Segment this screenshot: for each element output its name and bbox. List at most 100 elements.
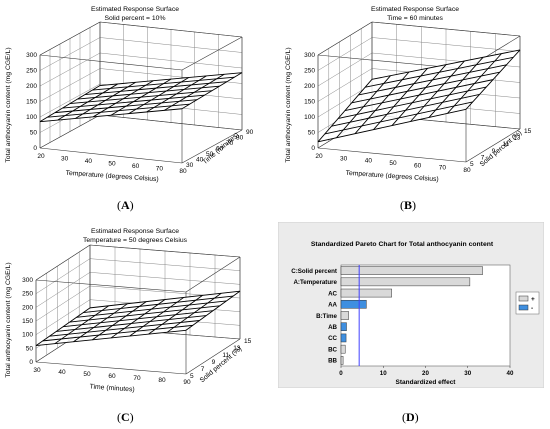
legend-label: +	[531, 296, 535, 303]
box-edge	[317, 147, 467, 163]
x-tick-label: 60	[108, 373, 116, 380]
z-tick-label: 200	[22, 304, 33, 311]
x-axis-label: Temperature (degrees Celsius)	[345, 170, 439, 183]
caption-c: (C)	[117, 410, 134, 424]
y-tick-label: 50	[206, 151, 214, 158]
surface-mesh-line	[77, 85, 220, 100]
z-tick-label: 50	[308, 130, 316, 137]
box-edge	[99, 114, 243, 131]
category-label: CC	[328, 335, 337, 342]
y-tick-label: 70	[226, 140, 234, 147]
x-tick-label: 50	[389, 160, 397, 167]
left-wall-gridline	[317, 37, 373, 71]
box-edge	[465, 128, 521, 163]
surface-mesh-line	[69, 305, 220, 323]
x-axis-label: Time (minutes)	[89, 383, 134, 393]
y-tick-label: 11	[222, 352, 229, 359]
chart-title: Estimated Response Surface	[91, 228, 179, 235]
surface-mesh-line	[164, 73, 225, 111]
x-tick-label: 70	[156, 166, 164, 173]
box-edge	[35, 244, 91, 281]
surface-mesh-line	[447, 53, 502, 114]
category-label: AB	[328, 324, 337, 331]
surface-mesh-line	[89, 290, 241, 309]
x-tick-label: 20	[422, 370, 429, 377]
surface-mesh-line	[62, 310, 214, 328]
pareto-bar	[340, 322, 347, 332]
category-label: C:Solid percent	[291, 268, 337, 275]
box-edge	[39, 21, 101, 56]
pareto-bar	[340, 277, 471, 287]
x-tick-label: 30	[33, 367, 41, 374]
z-tick-label: 0	[33, 145, 37, 152]
x-tick-label: 20	[37, 153, 45, 160]
z-tick-label: 250	[304, 68, 315, 75]
y-tick-label: 13	[513, 135, 521, 142]
surface-mesh-line	[365, 56, 514, 88]
z-tick-label: 250	[22, 291, 33, 298]
y-tick-label: 90	[246, 129, 254, 136]
left-wall-gridline	[35, 285, 91, 322]
surface-fill	[318, 49, 520, 142]
x-tick-label: 80	[179, 168, 187, 175]
panel-c-plot: 0 50 100 150 200 250 300 30 40 50 60 70 80 90 5 7 9 11 13 1…	[0, 225, 270, 395]
y-tick-label: 5	[470, 161, 474, 168]
x-axis-label: Temperature (degrees Celsius)	[65, 170, 159, 183]
panel-d-plot: Standardized Pareto Chart for Total anth…	[277, 221, 545, 389]
surface-mesh-line	[185, 290, 241, 331]
surface-mesh-line	[351, 71, 500, 104]
z-tick-label: 50	[30, 130, 38, 137]
surface-mesh-line	[35, 329, 187, 347]
box-edge	[181, 129, 243, 164]
z-tick-label: 150	[26, 99, 37, 106]
box-edge	[185, 256, 241, 293]
x-tick-label: 50	[83, 371, 91, 378]
x-tick-label: 60	[414, 162, 422, 169]
z-tick-label: 150	[304, 99, 315, 106]
y-tick-label: 15	[524, 128, 532, 135]
y-tick-label: 7	[481, 154, 485, 161]
x-tick-label: 30	[61, 156, 69, 163]
pareto-bar	[340, 288, 392, 298]
x-tick-label: 20	[315, 153, 323, 160]
z-tick-label: 100	[22, 332, 33, 339]
x-tick-label: 80	[158, 377, 166, 384]
y-tick-label: 9	[212, 359, 216, 366]
pareto-bar	[340, 266, 483, 275]
surface-mesh-line	[128, 77, 189, 114]
x-tick-label: 40	[58, 369, 66, 376]
pareto-bar	[340, 356, 344, 365]
box-edge	[181, 36, 243, 71]
pareto-bar	[340, 344, 346, 354]
y-tick-label: 9	[492, 148, 496, 155]
z-axis-label: Total anthocyanin content (mg CGE/L)	[5, 47, 12, 162]
y-axis-label: Solid percent (%)	[479, 129, 523, 168]
x-tick-label: 70	[439, 165, 447, 172]
x-tick-label: 80	[463, 167, 471, 174]
surface-mesh-line	[358, 64, 507, 96]
category-label: AC	[328, 290, 337, 297]
chart-title: Standardized Pareto Chart for Total anth…	[311, 241, 494, 248]
z-tick-label: 150	[22, 318, 33, 325]
category-label: BB	[328, 358, 337, 365]
surface-mesh-line	[148, 294, 203, 335]
y-tick-label: 13	[233, 345, 241, 352]
category-label: A:Temperature	[293, 279, 337, 286]
x-tick-label: 50	[108, 161, 116, 168]
z-tick-label: 0	[311, 145, 315, 152]
box-edge	[39, 147, 183, 164]
box-edge	[35, 279, 187, 293]
chart-subtitle: Time = 60 minutes	[387, 15, 443, 22]
surface-mesh-line	[83, 295, 234, 314]
surface-mesh-line	[428, 56, 484, 118]
x-tick-label: 60	[132, 163, 140, 170]
surface-mesh-line	[35, 307, 91, 346]
box-edge	[39, 114, 101, 149]
x-tick-label: 30	[340, 155, 348, 162]
box-edge	[185, 338, 241, 375]
chart-subtitle: Temperature = 50 degrees Celsius	[83, 237, 188, 244]
panel-b-plot: 0 50 100 150 200 250 300 20 30 40 50 60 70 80 5 7 9 11 13 1…	[280, 0, 550, 185]
